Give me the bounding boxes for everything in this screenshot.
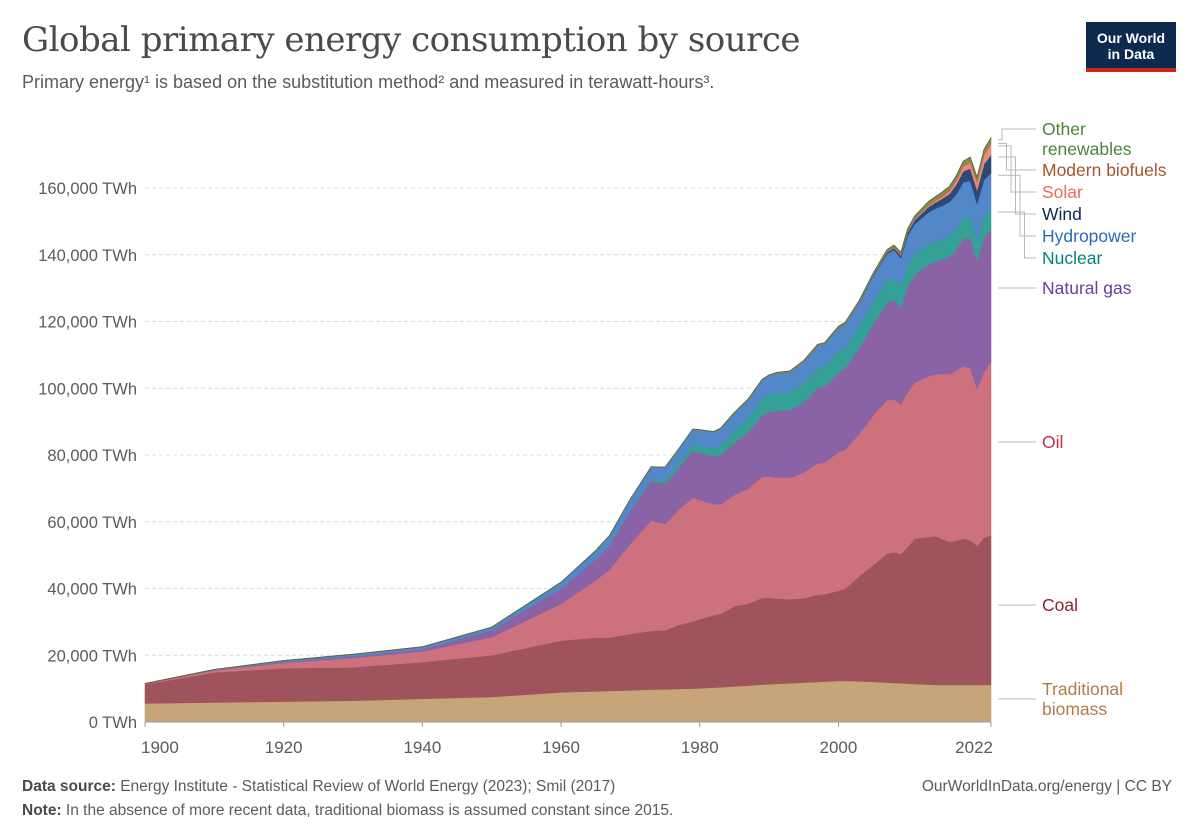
legend-label-traditional-biomass[interactable]: biomass (1042, 699, 1107, 719)
legend-label-nuclear[interactable]: Nuclear (1042, 248, 1102, 268)
x-tick-label: 1940 (403, 738, 441, 757)
legend-label-wind[interactable]: Wind (1042, 204, 1082, 224)
y-tick-label: 40,000 TWh (47, 581, 137, 599)
logo-line-1: Our World (1096, 30, 1166, 46)
y-tick-label: 20,000 TWh (47, 647, 137, 665)
legend-label-coal[interactable]: Coal (1042, 595, 1078, 615)
y-tick-label: 60,000 TWh (47, 514, 137, 532)
y-tick-label: 140,000 TWh (38, 247, 137, 265)
legend-label-modern-biofuels[interactable]: Modern biofuels (1042, 160, 1167, 180)
y-tick-label: 0 TWh (89, 714, 137, 732)
y-tick-label: 160,000 TWh (38, 180, 137, 198)
legend-label-natural-gas[interactable]: Natural gas (1042, 278, 1132, 298)
y-tick-label: 100,000 TWh (38, 380, 137, 398)
chart-title: Global primary energy consumption by sou… (22, 20, 801, 60)
legend-label-other-renewables[interactable]: renewables (1042, 139, 1132, 159)
y-tick-label: 80,000 TWh (47, 447, 137, 465)
total-outline (144, 137, 992, 684)
x-tick-label: 1920 (265, 738, 303, 757)
legend-connector-other-renewables (998, 128, 1036, 141)
legend-connector-nuclear (998, 211, 1036, 259)
axes: 0 TWh 20,000 TWh 40,000 TWh 60,000 TWh 80,00… (38, 180, 993, 757)
legend-connector-wind (998, 156, 1036, 215)
note-label: Note: (22, 802, 62, 819)
data-source-label: Data source: (22, 778, 116, 795)
x-tick-label: 2022 (955, 738, 993, 757)
legend-label-solar[interactable]: Solar (1042, 182, 1083, 202)
footnote: Note: In the absence of more recent data… (22, 802, 673, 820)
x-tick-label: 1960 (542, 738, 580, 757)
logo-accent-bar (1086, 68, 1176, 72)
legend-label-other-renewables[interactable]: Other (1042, 119, 1086, 139)
data-source: Data source: Energy Institute - Statisti… (22, 778, 615, 796)
data-source-text: Energy Institute - Statistical Review of… (115, 778, 616, 795)
legend-connector-modern-biofuels (998, 142, 1036, 171)
stacked-areas (144, 136, 992, 723)
source-link[interactable]: OurWorldInData.org/energy | CC BY (921, 778, 1172, 795)
x-tick-label: 2000 (820, 738, 858, 757)
logo-line-2: in Data (1107, 46, 1155, 62)
x-tick-label: 1980 (681, 738, 719, 757)
legend-connector-hydropower (998, 174, 1036, 237)
legend-label-oil[interactable]: Oil (1042, 432, 1063, 452)
x-tick-label: 1900 (141, 738, 179, 757)
owid-logo[interactable]: Our World in Data (1086, 22, 1176, 72)
note-text: In the absence of more recent data, trad… (61, 802, 674, 819)
legend-connector-solar (998, 145, 1036, 193)
legend-label-traditional-biomass[interactable]: Traditional (1042, 679, 1123, 699)
chart-subtitle: Primary energy¹ is based on the substitu… (22, 72, 715, 92)
y-tick-label: 120,000 TWh (38, 314, 137, 332)
legend-label-hydropower[interactable]: Hydropower (1042, 226, 1137, 246)
